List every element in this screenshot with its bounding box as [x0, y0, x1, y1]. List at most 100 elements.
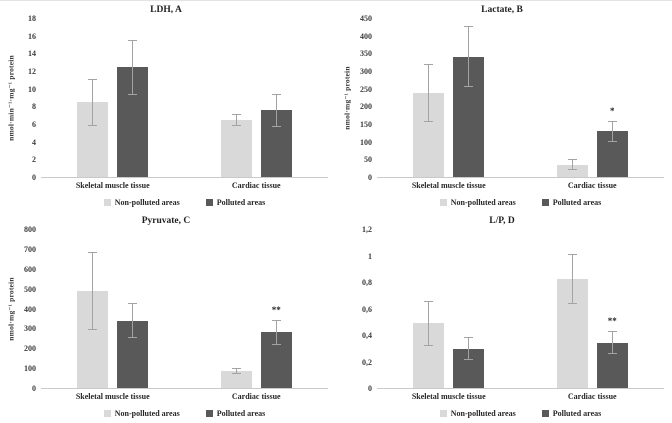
- y-tick-label: 1,2: [362, 225, 372, 234]
- category-label: Cardiac tissue: [231, 392, 281, 401]
- y-tick-label: 0: [368, 173, 372, 182]
- chart-title: LDH, A: [150, 5, 182, 15]
- error-bar-cap-bottom: [128, 93, 138, 95]
- bar-slot: [556, 230, 588, 388]
- legend-item: Non-polluted areas: [439, 198, 516, 207]
- error-bar-cap-top: [271, 93, 281, 95]
- y-tick-label: 0,6: [362, 304, 372, 314]
- y-tick-label: 10: [28, 84, 36, 94]
- y-tick-label: 600: [24, 264, 36, 274]
- y-tick-label: 1: [368, 251, 372, 261]
- error-bar: [464, 25, 474, 88]
- category-label: Skeletal muscle tissue: [411, 181, 486, 190]
- y-tick-label: 0: [368, 384, 372, 393]
- error-bar-cap-top: [424, 301, 434, 303]
- legend-marker-icon: [103, 410, 111, 417]
- error-bar: [607, 120, 617, 142]
- category-label: Skeletal muscle tissue: [75, 181, 150, 190]
- error-bar: [567, 253, 577, 304]
- error-bar-cap-top: [567, 159, 577, 161]
- bar-slot: *: [596, 19, 628, 177]
- error-bar: [464, 336, 474, 361]
- x-axis-category-labels: Skeletal muscle tissue Cardiac tissue: [377, 392, 664, 406]
- y-tick-label: 2: [32, 155, 36, 165]
- legend-label: Polluted areas: [216, 409, 266, 418]
- bar-non-polluted: [220, 371, 252, 388]
- error-bar-stem: [235, 368, 237, 375]
- bar-slot: **: [260, 230, 292, 388]
- legend-label: Polluted areas: [216, 198, 266, 207]
- bar-slot: [117, 230, 149, 388]
- error-bar: [424, 301, 434, 346]
- plot-row: 0 100 200 300 400 500 600 700 800 **: [17, 226, 328, 393]
- bar-non-polluted: [220, 119, 252, 177]
- chart-body: nmol·min⁻¹·mg⁻¹ protein 0 2 4 6 8 10 12 14 16 18 Sk…: [4, 15, 329, 210]
- error-bar-stem: [571, 253, 573, 304]
- bar-slot: [453, 230, 485, 388]
- error-bar-cap-top: [607, 120, 617, 122]
- legend: Non-polluted areas Polluted areas: [377, 195, 664, 210]
- error-bar-cap-bottom: [231, 373, 241, 375]
- plot-area: **: [377, 230, 664, 389]
- x-axis-category-labels: Skeletal muscle tissue Cardiac tissue: [41, 392, 328, 406]
- error-bar: [128, 40, 138, 95]
- error-bar-stem: [611, 120, 613, 142]
- legend-label: Polluted areas: [552, 409, 602, 418]
- legend-marker-icon: [205, 199, 213, 206]
- bar-slot: [453, 19, 485, 177]
- error-bar-cap-top: [231, 113, 241, 115]
- error-bar-stem: [275, 319, 277, 345]
- error-bar-cap-top: [128, 40, 138, 42]
- error-bar: [424, 63, 434, 122]
- significance-mark: *: [610, 105, 615, 116]
- error-bar-cap-bottom: [271, 125, 281, 127]
- error-bar: [231, 113, 241, 127]
- legend-item: Polluted areas: [541, 198, 601, 207]
- bar-group: **: [185, 230, 329, 388]
- error-bar-cap-bottom: [464, 86, 474, 88]
- plot-area: **: [41, 230, 328, 389]
- y-axis-label-column: [340, 228, 353, 421]
- y-tick-label: 450: [360, 14, 372, 23]
- y-tick-label: 0,2: [362, 357, 372, 367]
- y-tick-label: 4: [32, 137, 36, 147]
- legend-label: Non-polluted areas: [450, 409, 516, 418]
- bar-slot: [117, 19, 149, 177]
- legend-item: Polluted areas: [205, 198, 266, 207]
- error-bar-cap-bottom: [128, 337, 138, 339]
- chart-title: L/P, D: [489, 216, 515, 226]
- error-bar-stem: [92, 78, 94, 127]
- legend-marker-icon: [205, 410, 213, 417]
- y-tick-label: 400: [24, 304, 36, 314]
- bar-group: [185, 19, 329, 177]
- error-bar-cap-bottom: [271, 343, 281, 345]
- error-bar-stem: [132, 303, 134, 339]
- legend-marker-icon: [439, 199, 447, 206]
- error-bar: [567, 159, 577, 170]
- error-bar-stem: [468, 336, 470, 361]
- error-bar-stem: [235, 113, 237, 127]
- bar-non-polluted: [556, 164, 588, 177]
- y-tick-label: 14: [28, 49, 36, 59]
- chart-title: Pyruvate, C: [141, 216, 191, 226]
- error-bar-cap-top: [88, 78, 98, 80]
- legend-item: Non-polluted areas: [103, 198, 180, 207]
- bar-slot: [260, 19, 292, 177]
- y-axis-label-column: nmol·mg⁻¹ protein: [340, 17, 353, 210]
- chart-title: Lactate, B: [481, 5, 523, 15]
- y-tick-label: 100: [360, 137, 372, 147]
- y-tick-label: 50: [364, 155, 372, 165]
- legend-item: Polluted areas: [205, 409, 266, 418]
- y-tick-label: 16: [28, 31, 36, 41]
- error-bar-cap-top: [128, 303, 138, 305]
- y-axis-label-column: nmol·mg⁻¹ protein: [4, 228, 17, 421]
- plot-row: 0 2 4 6 8 10 12 14 16 18: [17, 15, 329, 182]
- y-tick-label: 800: [24, 225, 36, 234]
- y-tick-label: 700: [24, 244, 36, 254]
- chart-main: 0 0,2 0,4 0,6 0,8 1 1,2 ** Skeletal muscle tissu…: [353, 225, 664, 421]
- error-bar-cap-top: [464, 336, 474, 338]
- bar-slot: [556, 19, 588, 177]
- y-tick-label: 200: [24, 344, 36, 354]
